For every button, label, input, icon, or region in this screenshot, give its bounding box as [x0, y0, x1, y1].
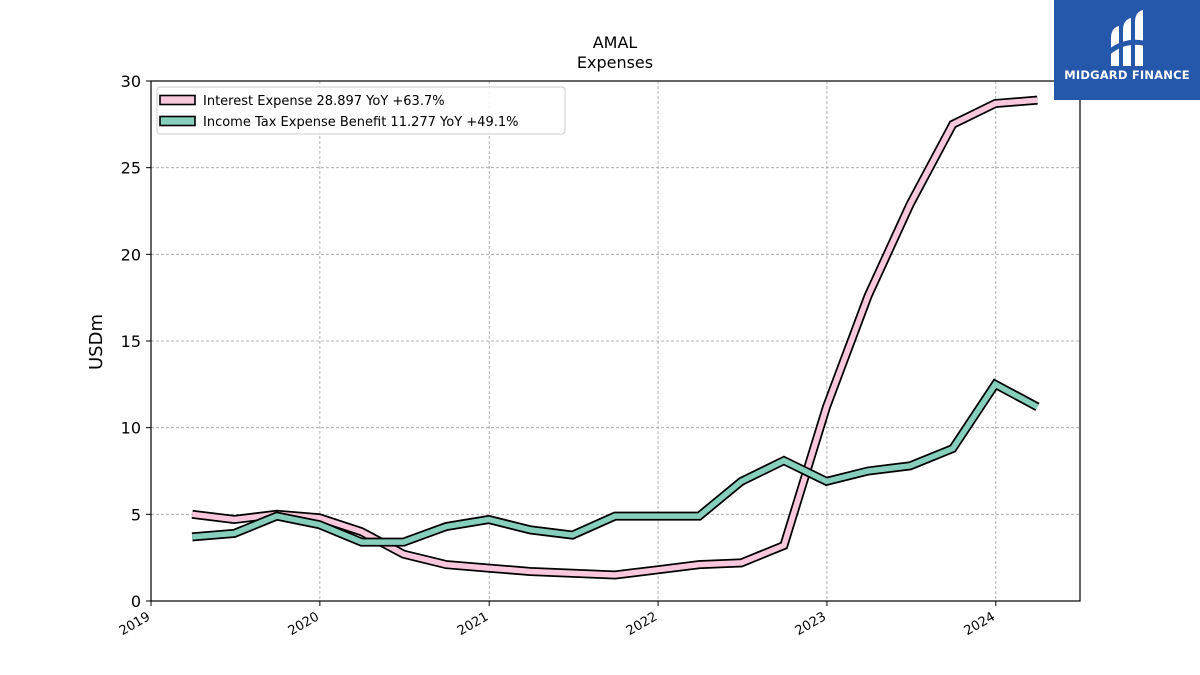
- x-tick-label: 2021: [455, 609, 491, 639]
- legend-label: Income Tax Expense Benefit 11.277 YoY +4…: [203, 115, 518, 130]
- y-tick-label: 5: [131, 505, 141, 524]
- y-tick-label: 30: [121, 72, 141, 91]
- y-tick-label: 10: [121, 419, 141, 438]
- series-line-1: [191, 95, 1038, 580]
- series-stroke: [191, 380, 1039, 545]
- chart-subtitle: Expenses: [577, 53, 653, 72]
- brand-name: MIDGARD FINANCE: [1064, 68, 1190, 82]
- series-line-2: [191, 378, 1040, 547]
- y-tick-label: 25: [121, 159, 141, 178]
- legend-swatch: [159, 115, 196, 127]
- x-tick-label: 2022: [624, 609, 660, 639]
- legend-label: Interest Expense 28.897 YoY +63.7%: [203, 94, 445, 109]
- series-stroke: [191, 97, 1038, 578]
- legend: Interest Expense 28.897 YoY +63.7% Income…: [156, 86, 566, 135]
- x-tick-label: 2024: [962, 609, 998, 639]
- brand-logo: MIDGARD FINANCE: [1054, 0, 1200, 100]
- x-tick-label: 2020: [286, 609, 322, 639]
- y-tick-label: 0: [131, 592, 141, 611]
- series-outline: [191, 95, 1038, 580]
- legend-box: [156, 86, 566, 135]
- brand-mark-icon: [1107, 10, 1148, 66]
- series-layer: [191, 95, 1040, 580]
- x-tick-label: 2019: [117, 609, 153, 639]
- chart-title: AMAL: [593, 33, 638, 52]
- legend-swatch: [159, 94, 196, 106]
- y-axis-label: USDm: [86, 314, 107, 370]
- y-tick-label: 20: [121, 245, 141, 264]
- x-tick-label: 2023: [793, 609, 829, 639]
- y-tick-label: 15: [121, 332, 141, 351]
